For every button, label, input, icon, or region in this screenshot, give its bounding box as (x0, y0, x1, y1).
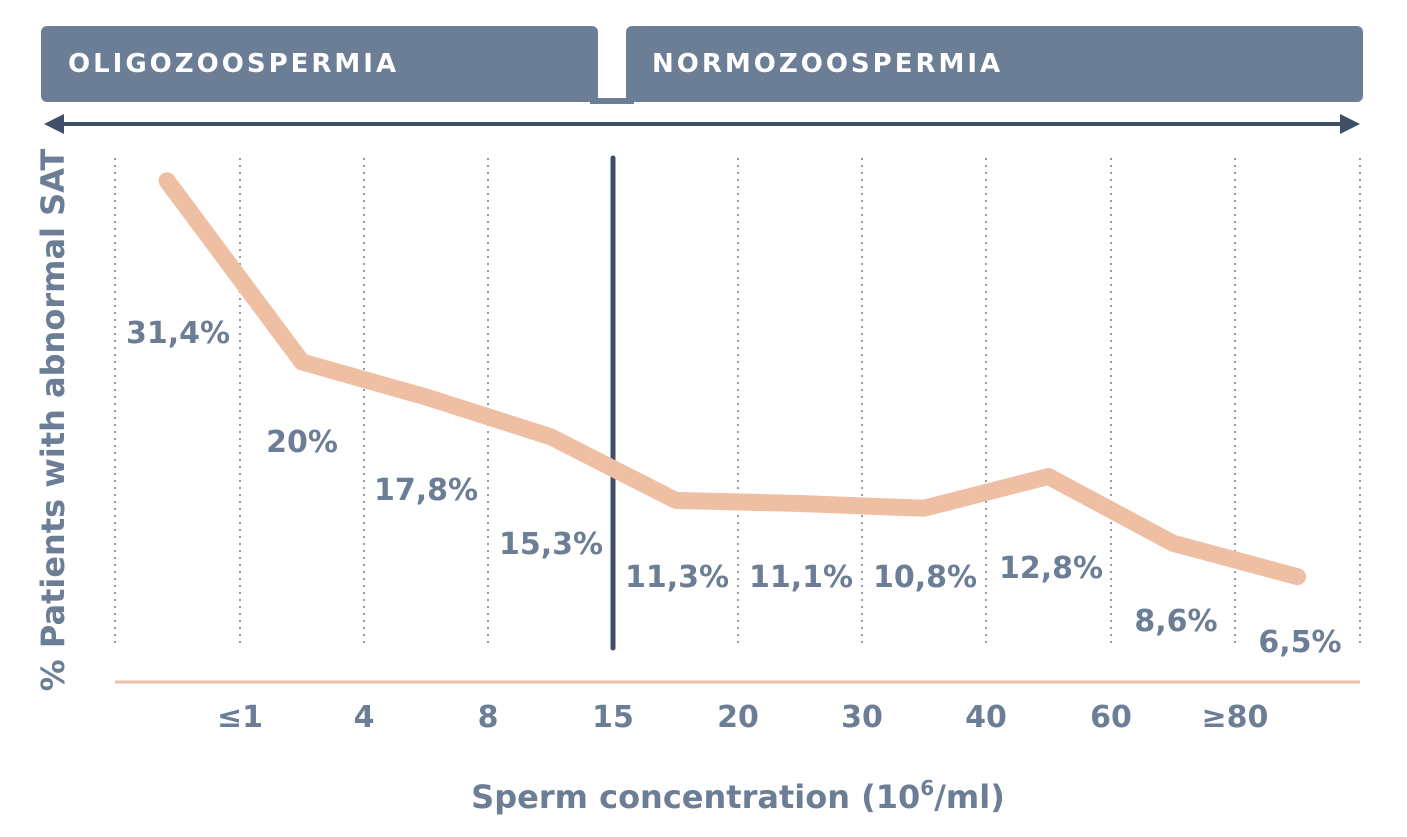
data-label: 11,3% (625, 560, 729, 595)
series-line (158, 172, 1306, 586)
x-tick-label: 20 (717, 700, 759, 735)
band-label-oligozoospermia: OLIGOZOOSPERMIA (68, 49, 399, 79)
x-axis-title-superscript: 6 (920, 776, 934, 800)
y-axis-title: % Patients with abnormal SAT (34, 149, 72, 692)
band-header-normozoospermia: NORMOZOOSPERMIA (626, 26, 1363, 102)
x-tick-label: 60 (1090, 700, 1132, 735)
grid-layer (114, 155, 1361, 651)
band-label-normozoospermia: NORMOZOOSPERMIA (652, 49, 1003, 79)
data-label: 10,8% (873, 560, 977, 595)
data-label: 15,3% (499, 527, 603, 562)
band-normozoospermia (626, 26, 1363, 102)
x-tick-label: 8 (478, 700, 499, 735)
band-oligozoospermia (41, 26, 598, 102)
band-connector (590, 98, 634, 104)
data-label: 11,1% (749, 560, 853, 595)
data-label: 31,4% (126, 316, 230, 351)
x-axis-title-main: Sperm concentration (10 (471, 778, 920, 816)
x-tick-label: 4 (354, 700, 375, 735)
x-tick-label: ≥80 (1202, 700, 1269, 735)
x-tick-layer: ≤1 4 8 15 20 30 40 60 ≥80 (217, 700, 1268, 735)
x-axis-title-end: /ml) (934, 778, 1005, 816)
x-tick-label: 30 (841, 700, 883, 735)
data-label: 6,5% (1258, 625, 1341, 660)
band-header-oligozoospermia: OLIGOZOOSPERMIA (41, 26, 598, 102)
data-label-layer: 31,4% 20% 17,8% 15,3% 11,3% 11,1% 10,8% 12,8% 8,… (126, 316, 1342, 660)
data-label: 17,8% (374, 473, 478, 508)
data-label: 12,8% (999, 551, 1103, 586)
x-tick-label: 15 (592, 700, 634, 735)
data-label: 20% (266, 425, 338, 460)
x-axis-title: Sperm concentration (106/ml) (471, 776, 1005, 816)
data-label: 8,6% (1134, 604, 1217, 639)
x-tick-label: 40 (965, 700, 1007, 735)
x-tick-label: ≤1 (217, 700, 263, 735)
